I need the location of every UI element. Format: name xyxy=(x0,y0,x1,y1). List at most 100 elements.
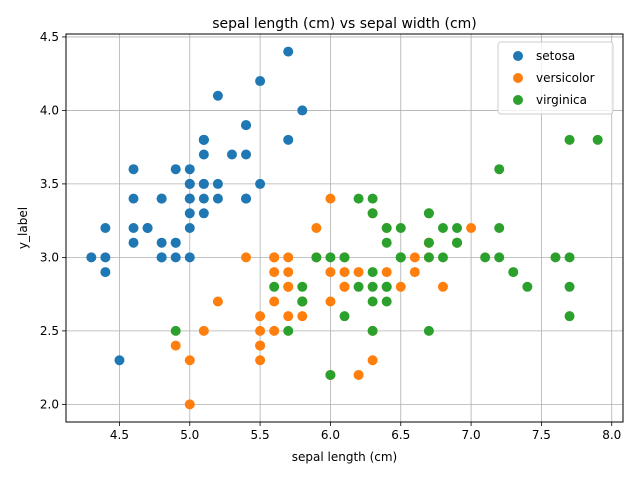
data-point-versicolor xyxy=(339,281,350,292)
data-point-versicolor xyxy=(381,267,392,278)
legend-marker xyxy=(513,73,523,83)
x-tick-label: 5.0 xyxy=(180,428,199,442)
legend: setosa versicolor virginica xyxy=(497,41,614,115)
legend-marker xyxy=(513,51,523,61)
data-point-setosa xyxy=(100,267,111,278)
data-point-versicolor xyxy=(339,267,350,278)
data-point-virginica xyxy=(550,252,561,263)
legend-label: setosa xyxy=(536,49,575,63)
data-point-setosa xyxy=(100,252,111,263)
data-point-versicolor xyxy=(255,325,266,336)
data-point-virginica xyxy=(494,252,505,263)
data-point-setosa xyxy=(297,105,308,116)
legend-frame xyxy=(497,41,614,115)
data-point-virginica xyxy=(522,281,533,292)
legend-marker xyxy=(513,95,523,105)
x-tick-label: 7.5 xyxy=(532,428,551,442)
x-tick-label: 6.0 xyxy=(321,428,340,442)
data-point-virginica xyxy=(353,281,364,292)
data-point-virginica xyxy=(367,296,378,307)
data-point-virginica xyxy=(297,281,308,292)
data-point-virginica xyxy=(367,267,378,278)
data-point-versicolor xyxy=(241,252,252,263)
data-point-setosa xyxy=(241,193,252,204)
data-point-setosa xyxy=(142,223,153,233)
y-tick-label: 4.0 xyxy=(40,103,59,117)
data-point-versicolor xyxy=(409,252,420,263)
data-point-virginica xyxy=(395,252,406,263)
data-point-setosa xyxy=(184,193,195,204)
data-point-virginica xyxy=(592,134,603,145)
data-point-setosa xyxy=(283,134,294,145)
data-point-setosa xyxy=(212,90,223,101)
data-point-versicolor xyxy=(367,355,378,366)
data-point-virginica xyxy=(381,281,392,292)
data-point-versicolor xyxy=(184,355,195,366)
y-axis-ticks: 2.0 2.5 3.0 3.5 4.0 4.5 xyxy=(40,30,66,411)
data-point-setosa xyxy=(128,237,139,248)
data-point-versicolor xyxy=(297,311,308,322)
data-point-versicolor xyxy=(437,281,448,292)
data-point-virginica xyxy=(452,237,463,248)
data-point-virginica xyxy=(367,281,378,292)
data-point-setosa xyxy=(184,252,195,263)
data-point-versicolor xyxy=(311,223,322,233)
data-point-setosa xyxy=(241,149,252,160)
data-point-setosa xyxy=(170,252,181,263)
x-tick-label: 7.0 xyxy=(462,428,481,442)
plot-frame xyxy=(65,33,624,423)
data-point-virginica xyxy=(437,223,448,233)
y-axis-title: y_label xyxy=(16,207,30,249)
data-point-virginica xyxy=(367,208,378,219)
data-point-virginica xyxy=(395,223,406,233)
x-tick-label: 5.5 xyxy=(251,428,270,442)
data-point-setosa xyxy=(198,193,209,204)
data-point-versicolor xyxy=(255,355,266,366)
data-point-setosa xyxy=(198,178,209,189)
data-point-virginica xyxy=(494,223,505,233)
data-point-versicolor xyxy=(269,267,280,278)
data-point-versicolor xyxy=(283,252,294,263)
data-point-setosa xyxy=(156,193,167,204)
y-tick-label: 4.5 xyxy=(40,30,59,44)
legend-label: virginica xyxy=(536,93,587,107)
data-point-virginica xyxy=(367,193,378,204)
data-point-virginica xyxy=(564,281,575,292)
data-point-virginica xyxy=(452,223,463,233)
data-point-versicolor xyxy=(283,267,294,278)
data-point-virginica xyxy=(367,325,378,336)
data-point-versicolor xyxy=(212,296,223,307)
data-point-versicolor xyxy=(353,369,364,380)
data-point-virginica xyxy=(311,252,322,263)
y-tick-label: 3.5 xyxy=(40,177,59,191)
data-point-virginica xyxy=(269,281,280,292)
data-point-setosa xyxy=(198,208,209,219)
data-point-setosa xyxy=(170,237,181,248)
series-virginica xyxy=(170,134,603,380)
data-point-setosa xyxy=(226,149,237,160)
data-point-virginica xyxy=(437,252,448,263)
data-point-virginica xyxy=(423,237,434,248)
data-point-setosa xyxy=(283,46,294,57)
data-point-virginica xyxy=(283,325,294,336)
data-point-virginica xyxy=(494,164,505,175)
chart-title: sepal length (cm) vs sepal width (cm) xyxy=(212,16,477,32)
data-point-setosa xyxy=(128,164,139,175)
data-point-versicolor xyxy=(325,267,336,278)
data-point-setosa xyxy=(128,223,139,233)
data-point-virginica xyxy=(325,252,336,263)
data-point-virginica xyxy=(564,252,575,263)
data-point-setosa xyxy=(156,252,167,263)
data-point-virginica xyxy=(508,267,519,278)
data-point-versicolor xyxy=(325,296,336,307)
data-point-setosa xyxy=(114,355,125,366)
data-point-setosa xyxy=(170,164,181,175)
y-tick-label: 2.0 xyxy=(40,397,59,411)
data-point-setosa xyxy=(212,178,223,189)
y-tick-label: 3.0 xyxy=(40,250,59,264)
x-axis-title: sepal length (cm) xyxy=(292,450,397,464)
x-axis-ticks: 4.5 5.0 5.5 6.0 6.5 7.0 7.5 8.0 xyxy=(110,422,621,442)
data-point-virginica xyxy=(353,193,364,204)
data-point-virginica xyxy=(170,325,181,336)
